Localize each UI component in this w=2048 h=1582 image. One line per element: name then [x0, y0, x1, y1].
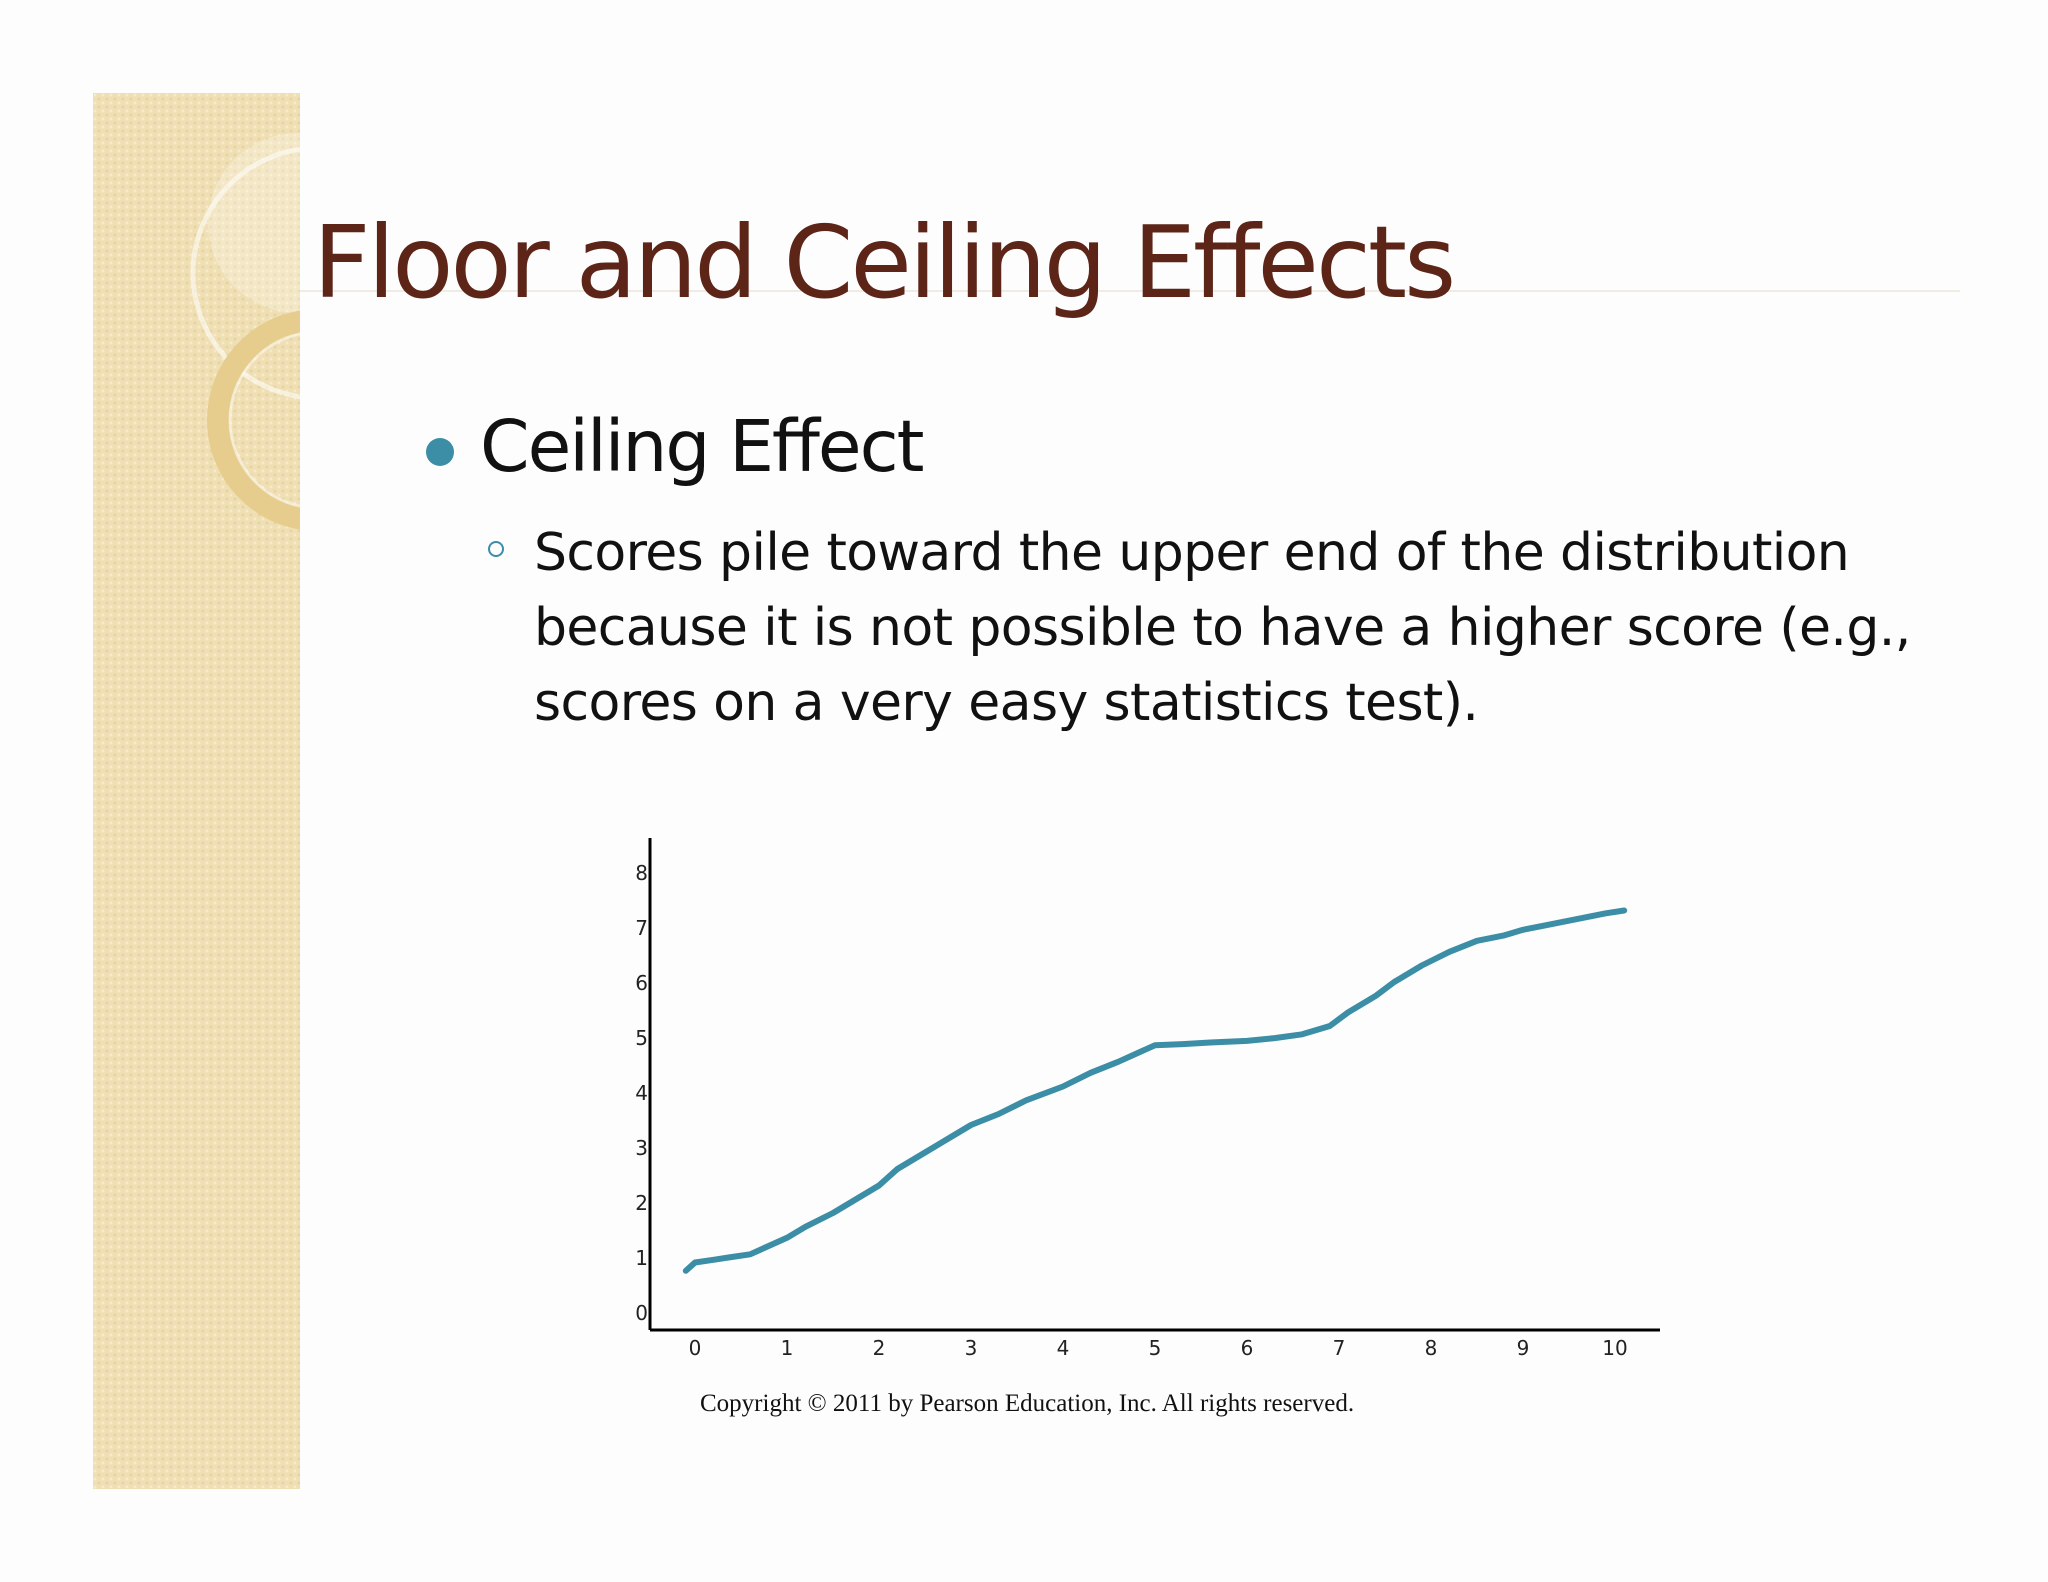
- x-tick-label: 1: [781, 1336, 794, 1360]
- chart-axes: [648, 838, 1660, 1332]
- y-tick-label: 5: [635, 1026, 648, 1050]
- x-tick-label: 2: [873, 1336, 886, 1360]
- x-tick-label: 10: [1602, 1336, 1627, 1360]
- x-tick-label: 9: [1517, 1336, 1530, 1360]
- x-tick-label: 0: [689, 1336, 702, 1360]
- x-tick-label: 8: [1425, 1336, 1438, 1360]
- sub-bullet-description: Scores pile toward the upper end of the …: [534, 523, 1911, 733]
- y-tick-label: 4: [635, 1081, 648, 1105]
- y-tick-label: 0: [635, 1301, 648, 1325]
- copyright-notice: Copyright © 2011 by Pearson Education, I…: [700, 1390, 1355, 1417]
- sub-bullet-circle-icon: [488, 541, 504, 557]
- y-tick-label: 7: [635, 916, 648, 940]
- y-tick-label: 1: [635, 1246, 648, 1270]
- y-tick-label: 2: [635, 1191, 648, 1215]
- chart-series: [682, 907, 1628, 1274]
- title-divider: [300, 290, 1960, 292]
- x-tick-label: 5: [1149, 1336, 1162, 1360]
- decorative-circles: [190, 133, 300, 530]
- bullet-ceiling-effect: Ceiling Effect: [480, 405, 924, 488]
- y-tick-label: 6: [635, 971, 648, 995]
- x-tick-label: 4: [1057, 1336, 1070, 1360]
- y-tick-label: 8: [635, 861, 648, 885]
- x-tick-label: 3: [965, 1336, 978, 1360]
- series-line: [682, 907, 1628, 1274]
- y-axis-tick-labels: 0 1 2 3 4 5 6 7 8: [635, 861, 648, 1325]
- x-axis-tick-labels: 0 1 2 3 4 5 6 7 8 9 10: [689, 1336, 1628, 1360]
- x-tick-label: 7: [1333, 1336, 1346, 1360]
- bullet-dot-icon: [426, 438, 454, 466]
- ceiling-effect-line-chart: 0 1 2 3 4 5 6 7 8 0 1 2 3 4 5 6 7 8 9 10: [635, 838, 1660, 1360]
- y-tick-label: 3: [635, 1136, 648, 1160]
- x-tick-label: 6: [1241, 1336, 1254, 1360]
- decorative-side-band: [93, 93, 300, 1489]
- slide-title: Floor and Ceiling Effects: [313, 204, 1456, 321]
